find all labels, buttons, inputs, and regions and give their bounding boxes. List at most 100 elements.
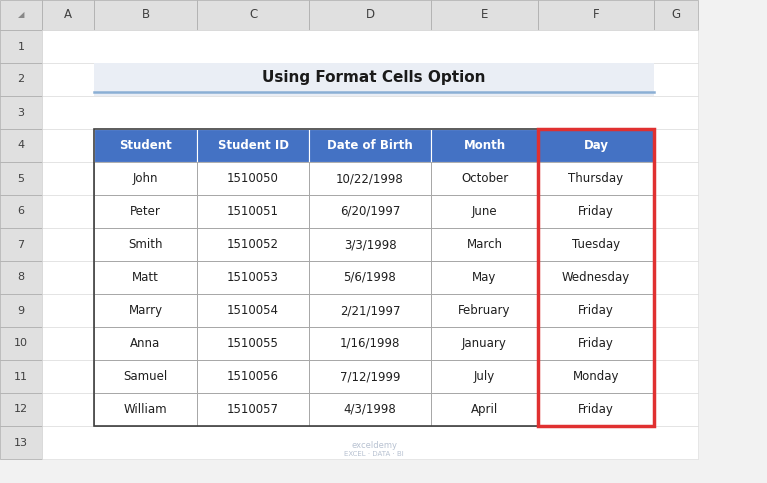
Bar (0, 327, 42, 360)
Bar (42, 129, 698, 162)
Bar (197, 228, 309, 261)
Text: D: D (365, 9, 374, 22)
Bar (538, 228, 654, 261)
Bar (0, 195, 42, 228)
Bar (431, 0, 538, 30)
Text: May: May (472, 271, 497, 284)
Bar (0, 228, 42, 261)
Text: William: William (123, 403, 167, 416)
Text: 5: 5 (18, 173, 25, 184)
Text: Tuesday: Tuesday (572, 238, 620, 251)
Text: F: F (593, 9, 599, 22)
Text: 1510050: 1510050 (227, 172, 279, 185)
Bar (538, 0, 654, 30)
Bar (0, 30, 42, 63)
Text: John: John (133, 172, 158, 185)
Bar (94, 327, 197, 360)
Bar (431, 393, 538, 426)
Bar (431, 360, 538, 393)
Text: Monday: Monday (573, 370, 619, 383)
Text: Friday: Friday (578, 304, 614, 317)
Text: October: October (461, 172, 508, 185)
Text: 4: 4 (18, 141, 25, 151)
Bar (431, 195, 538, 228)
Bar (94, 162, 197, 195)
Bar (309, 393, 431, 426)
Bar (538, 360, 654, 393)
Text: Day: Day (584, 139, 608, 152)
Bar (309, 162, 431, 195)
Bar (42, 195, 698, 228)
Text: EXCEL · DATA · BI: EXCEL · DATA · BI (344, 452, 404, 457)
Text: January: January (462, 337, 507, 350)
Text: Anna: Anna (130, 337, 160, 350)
Bar (197, 129, 309, 162)
Text: 10: 10 (14, 339, 28, 349)
Bar (309, 261, 431, 294)
Text: 12: 12 (14, 404, 28, 414)
Bar (94, 393, 197, 426)
Text: April: April (471, 403, 498, 416)
Bar (197, 195, 309, 228)
Bar (0, 360, 42, 393)
Text: 1510051: 1510051 (227, 205, 279, 218)
Bar (431, 129, 538, 162)
Text: 7/12/1999: 7/12/1999 (340, 370, 400, 383)
Text: Matt: Matt (132, 271, 159, 284)
Bar (0, 0, 42, 30)
Bar (42, 162, 698, 195)
Text: 6: 6 (18, 207, 25, 216)
Text: 2/21/1997: 2/21/1997 (340, 304, 400, 317)
Text: Student ID: Student ID (218, 139, 288, 152)
Text: 1510054: 1510054 (227, 304, 279, 317)
Bar (309, 360, 431, 393)
Bar (431, 261, 538, 294)
Bar (94, 129, 654, 426)
Text: E: E (481, 9, 488, 22)
Bar (431, 294, 538, 327)
Bar (94, 63, 654, 96)
Text: 3: 3 (18, 108, 25, 117)
Text: 10/22/1998: 10/22/1998 (336, 172, 404, 185)
Bar (42, 96, 698, 129)
Text: Friday: Friday (578, 403, 614, 416)
Text: Thursday: Thursday (568, 172, 624, 185)
Bar (94, 195, 197, 228)
Text: Wednesday: Wednesday (562, 271, 630, 284)
Bar (94, 360, 197, 393)
Bar (94, 228, 197, 261)
Bar (42, 228, 698, 261)
Text: Using Format Cells Option: Using Format Cells Option (262, 70, 486, 85)
Bar (42, 426, 698, 459)
Text: Smith: Smith (128, 238, 163, 251)
Bar (0, 294, 42, 327)
Bar (197, 162, 309, 195)
Bar (0, 393, 42, 426)
Text: 5/6/1998: 5/6/1998 (344, 271, 397, 284)
Bar (309, 228, 431, 261)
Bar (538, 294, 654, 327)
Text: June: June (472, 205, 497, 218)
Text: 8: 8 (18, 272, 25, 283)
Bar (0, 30, 698, 459)
Text: Student: Student (119, 139, 172, 152)
Bar (309, 195, 431, 228)
Bar (538, 162, 654, 195)
Bar (538, 129, 654, 162)
Bar (0, 129, 42, 162)
Bar (0, 162, 42, 195)
Bar (94, 261, 197, 294)
Bar (654, 0, 698, 30)
Bar (431, 228, 538, 261)
Text: Month: Month (463, 139, 505, 152)
Bar (538, 393, 654, 426)
Text: 1510056: 1510056 (227, 370, 279, 383)
Bar (309, 294, 431, 327)
Bar (42, 63, 698, 96)
Bar (0, 426, 42, 459)
Bar (431, 327, 538, 360)
Bar (309, 129, 431, 162)
Bar (42, 261, 698, 294)
Text: Date of Birth: Date of Birth (327, 139, 413, 152)
Bar (42, 294, 698, 327)
